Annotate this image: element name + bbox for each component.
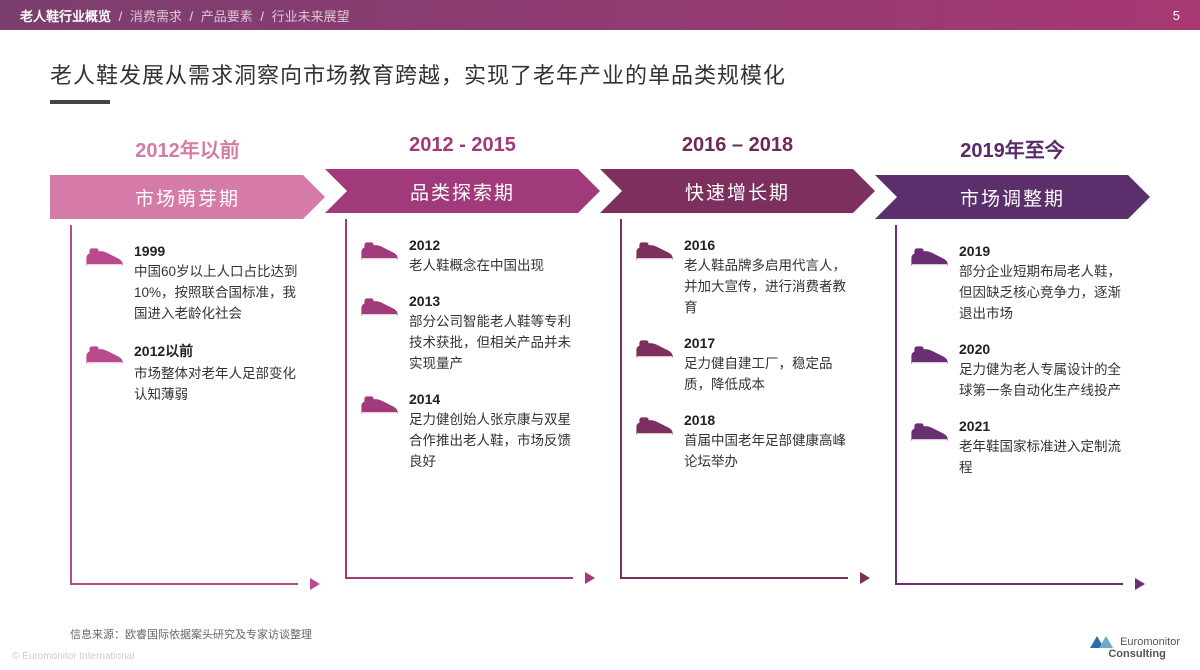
shoe-icon bbox=[84, 243, 124, 269]
phase-body: 2019 部分企业短期布局老人鞋，但因缺乏核心竞争力，逐渐退出市场 2020 足… bbox=[895, 225, 1150, 585]
timeline-phase: 2019年至今 市场调整期 2019 部分企业短期布局老人鞋，但因缺乏核心竞争力… bbox=[875, 134, 1150, 585]
timeline-event: 2016 老人鞋品牌多启用代言人，并加大宣传，进行消费者教育 bbox=[640, 237, 865, 319]
event-desc: 老人鞋品牌多启用代言人，并加大宣传，进行消费者教育 bbox=[684, 256, 851, 319]
event-year: 2017 bbox=[684, 335, 851, 351]
period-label: 2019年至今 bbox=[875, 134, 1150, 163]
crumb-item: 消费需求 bbox=[130, 9, 182, 24]
phase-body: 2016 老人鞋品牌多启用代言人，并加大宣传，进行消费者教育 2017 足力健自… bbox=[620, 219, 875, 579]
event-year: 2019 bbox=[959, 243, 1126, 259]
logo: Euromonitor Consulting bbox=[1090, 636, 1180, 660]
event-desc: 老年鞋国家标准进入定制流程 bbox=[959, 437, 1126, 479]
event-desc: 部分公司智能老人鞋等专利技术获批，但相关产品并未实现量产 bbox=[409, 312, 576, 375]
timeline-event: 2017 足力健自建工厂，稳定品质，降低成本 bbox=[640, 335, 865, 396]
phase-chevron: 市场调整期 bbox=[875, 175, 1150, 219]
shoe-icon bbox=[634, 237, 674, 263]
event-desc: 老人鞋概念在中国出现 bbox=[409, 256, 576, 277]
shoe-icon bbox=[634, 412, 674, 438]
event-year: 2014 bbox=[409, 391, 576, 407]
timeline-event: 2021 老年鞋国家标准进入定制流程 bbox=[915, 418, 1140, 479]
period-label: 2016 – 2018 bbox=[600, 134, 875, 157]
event-year: 2020 bbox=[959, 341, 1126, 357]
timeline-event: 2020 足力健为老人专属设计的全球第一条自动化生产线投产 bbox=[915, 341, 1140, 402]
shoe-icon bbox=[634, 335, 674, 361]
event-desc: 中国60岁以上人口占比达到10%，按照联合国标准，我国进入老龄化社会 bbox=[134, 262, 301, 325]
event-desc: 足力健创始人张京康与双星合作推出老人鞋，市场反馈良好 bbox=[409, 410, 576, 473]
shoe-icon bbox=[909, 243, 949, 269]
timeline-phase: 2016 – 2018 快速增长期 2016 老人鞋品牌多启用代言人，并加大宣传… bbox=[600, 134, 875, 585]
shoe-icon bbox=[909, 418, 949, 444]
breadcrumb: 老人鞋行业概览 / 消费需求 / 产品要素 / 行业未来展望 bbox=[20, 6, 350, 25]
event-year: 2013 bbox=[409, 293, 576, 309]
shoe-icon bbox=[359, 237, 399, 263]
crumb-active: 老人鞋行业概览 bbox=[20, 9, 111, 24]
timeline-event: 1999 中国60岁以上人口占比达到10%，按照联合国标准，我国进入老龄化社会 bbox=[90, 243, 315, 325]
event-desc: 市场整体对老年人足部变化认知薄弱 bbox=[134, 364, 301, 406]
timeline-phase: 2012 - 2015 品类探索期 2012 老人鞋概念在中国出现 2013 部… bbox=[325, 134, 600, 585]
copyright: © Euromonitor International bbox=[12, 651, 134, 662]
logo-line2: Consulting bbox=[1108, 648, 1165, 660]
event-year: 2016 bbox=[684, 237, 851, 253]
phase-chevron: 品类探索期 bbox=[325, 169, 600, 213]
timeline: 2012年以前 市场萌芽期 1999 中国60岁以上人口占比达到10%，按照联合… bbox=[50, 134, 1150, 585]
timeline-event: 2013 部分公司智能老人鞋等专利技术获批，但相关产品并未实现量产 bbox=[365, 293, 590, 375]
timeline-event: 2018 首届中国老年足部健康高峰论坛举办 bbox=[640, 412, 865, 473]
timeline-event: 2019 部分企业短期布局老人鞋，但因缺乏核心竞争力，逐渐退出市场 bbox=[915, 243, 1140, 325]
timeline-event: 2012 老人鞋概念在中国出现 bbox=[365, 237, 590, 277]
period-label: 2012年以前 bbox=[50, 134, 325, 163]
event-desc: 部分企业短期布局老人鞋，但因缺乏核心竞争力，逐渐退出市场 bbox=[959, 262, 1126, 325]
shoe-icon bbox=[359, 391, 399, 417]
phase-chevron: 市场萌芽期 bbox=[50, 175, 325, 219]
source-note: 信息来源：欧睿国际依据案头研究及专家访谈整理 bbox=[70, 626, 312, 642]
logo-line1: Euromonitor bbox=[1120, 636, 1180, 648]
event-desc: 首届中国老年足部健康高峰论坛举办 bbox=[684, 431, 851, 473]
page-title: 老人鞋发展从需求洞察向市场教育跨越，实现了老年产业的单品类规模化 bbox=[50, 58, 1150, 90]
crumb-item: 行业未来展望 bbox=[272, 9, 350, 24]
crumb-item: 产品要素 bbox=[201, 9, 253, 24]
timeline-event: 2014 足力健创始人张京康与双星合作推出老人鞋，市场反馈良好 bbox=[365, 391, 590, 473]
shoe-icon bbox=[84, 341, 124, 367]
shoe-icon bbox=[359, 293, 399, 319]
header-bar: 老人鞋行业概览 / 消费需求 / 产品要素 / 行业未来展望 5 bbox=[0, 0, 1200, 30]
phase-body: 1999 中国60岁以上人口占比达到10%，按照联合国标准，我国进入老龄化社会 … bbox=[70, 225, 325, 585]
shoe-icon bbox=[909, 341, 949, 367]
page-number: 5 bbox=[1173, 8, 1180, 23]
event-year: 2018 bbox=[684, 412, 851, 428]
phase-body: 2012 老人鞋概念在中国出现 2013 部分公司智能老人鞋等专利技术获批，但相… bbox=[345, 219, 600, 579]
event-year: 1999 bbox=[134, 243, 301, 259]
event-year: 2012以前 bbox=[134, 341, 301, 361]
event-desc: 足力健为老人专属设计的全球第一条自动化生产线投产 bbox=[959, 360, 1126, 402]
event-year: 2012 bbox=[409, 237, 576, 253]
phase-chevron: 快速增长期 bbox=[600, 169, 875, 213]
timeline-event: 2012以前 市场整体对老年人足部变化认知薄弱 bbox=[90, 341, 315, 406]
timeline-phase: 2012年以前 市场萌芽期 1999 中国60岁以上人口占比达到10%，按照联合… bbox=[50, 134, 325, 585]
title-underline bbox=[50, 100, 110, 104]
period-label: 2012 - 2015 bbox=[325, 134, 600, 157]
event-desc: 足力健自建工厂，稳定品质，降低成本 bbox=[684, 354, 851, 396]
event-year: 2021 bbox=[959, 418, 1126, 434]
